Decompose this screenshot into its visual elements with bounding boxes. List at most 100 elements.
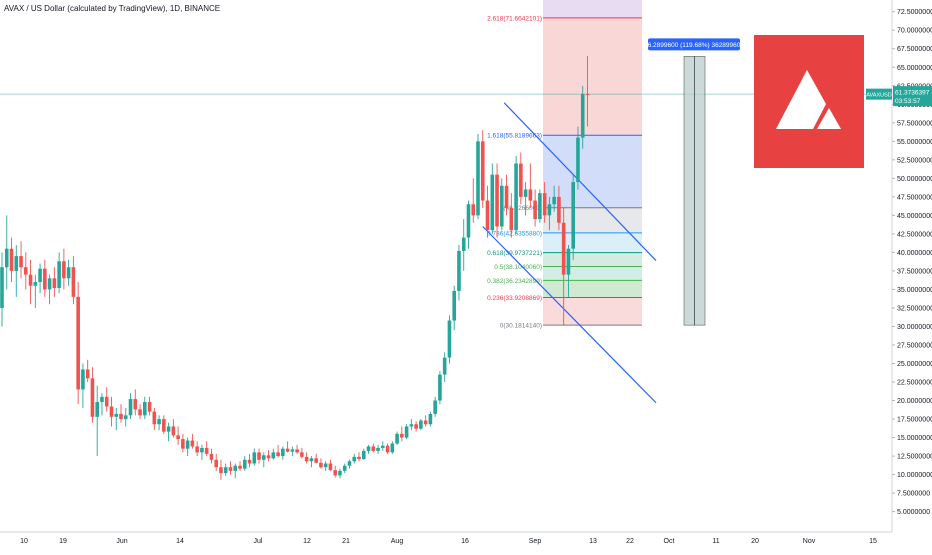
candle-body <box>295 449 299 453</box>
candle-body <box>257 452 261 460</box>
candle-body <box>433 400 437 414</box>
candle-body <box>571 182 575 249</box>
candle-body <box>476 141 480 216</box>
x-tick-label: 21 <box>342 538 350 545</box>
price-tag-countdown: 03:53:57 <box>895 98 921 105</box>
fib-zone <box>543 297 642 326</box>
candle-body <box>561 222 566 275</box>
candle-body <box>28 274 33 286</box>
y-tick-label: 47.5000000 <box>897 194 932 201</box>
candle-body <box>38 268 42 283</box>
candle-body <box>385 445 390 453</box>
price-tag-bg <box>893 86 932 107</box>
x-tick-label: 11 <box>712 538 719 545</box>
candle-body <box>504 185 509 208</box>
y-tick-label: 52.5000000 <box>897 157 932 164</box>
candle-body <box>233 465 238 471</box>
candle-body <box>423 420 428 425</box>
channel-lower-line <box>482 226 657 404</box>
candle-body <box>81 369 85 390</box>
candle-body <box>266 455 271 459</box>
fib-level-label: 0.786(42.6355880) <box>487 230 542 237</box>
candle-body <box>14 256 19 271</box>
candle-body <box>290 449 295 452</box>
x-tick-label: Oct <box>664 538 675 545</box>
y-tick-label: 55.0000000 <box>897 139 932 146</box>
candle-body <box>76 296 80 390</box>
fib-zone <box>543 135 642 208</box>
fib-level-label: 0.618(39.9737221) <box>487 250 542 257</box>
y-tick-label: 30.0000000 <box>897 324 932 331</box>
fib-level-label: 0.382(36.2342899) <box>487 278 542 285</box>
candle-body <box>495 174 499 227</box>
x-tick-label: Sep <box>529 538 542 545</box>
candle-body <box>162 419 166 432</box>
price-range-label-bg <box>648 38 740 51</box>
candle-body <box>366 446 371 451</box>
candle-body <box>352 456 357 462</box>
candle-body <box>33 282 38 286</box>
candle-body <box>466 204 471 238</box>
chart-title: AVAX / US Dollar (calculated by TradingV… <box>4 4 221 13</box>
candle-body <box>52 278 57 288</box>
candle-body <box>471 204 476 216</box>
y-tick-label: 32.5000000 <box>897 305 932 312</box>
x-tick-label: 19 <box>59 538 67 545</box>
candle-body <box>181 439 185 449</box>
candle-body <box>281 448 285 457</box>
fib-zone-top <box>543 0 642 18</box>
y-tick-label: 20.0000000 <box>897 398 932 405</box>
candle-body <box>323 463 328 468</box>
y-tick-label: 37.5000000 <box>897 268 932 275</box>
candle-body <box>0 267 4 308</box>
y-tick-label: 67.5000000 <box>897 46 932 53</box>
x-tick-label: 22 <box>626 538 634 545</box>
candle-body <box>185 440 190 449</box>
candle-body <box>62 261 66 279</box>
candle-body <box>204 447 209 454</box>
x-tick-label: 13 <box>589 538 597 545</box>
candle-body <box>228 467 233 471</box>
candle-body <box>461 237 466 251</box>
candle-body <box>176 435 180 440</box>
y-tick-label: 40.0000000 <box>897 250 932 257</box>
candle-body <box>9 248 14 271</box>
x-tick-label: 12 <box>303 538 311 545</box>
candle-body <box>419 420 423 429</box>
candle-body <box>371 446 376 451</box>
candle-body <box>519 163 523 197</box>
candle-body <box>404 426 409 438</box>
price-tag-value: 61.3736397 <box>895 90 930 97</box>
candle-body <box>195 446 199 453</box>
candle-body <box>209 453 214 460</box>
candle-body <box>152 411 157 425</box>
channel-upper-line <box>503 102 657 261</box>
candle-body <box>138 409 142 416</box>
candle-body <box>585 93 590 95</box>
candle-body <box>442 357 447 375</box>
x-tick-label: 16 <box>461 538 469 545</box>
candle-body <box>480 141 485 201</box>
candle-body <box>85 369 90 379</box>
fib-zone <box>543 252 642 267</box>
y-tick-label: 70.0000000 <box>897 28 932 35</box>
symbol-tag-bg <box>866 88 892 100</box>
candle-body <box>104 396 109 407</box>
candle-body <box>271 452 276 459</box>
avalanche-logo-mark-large <box>776 70 826 129</box>
candle-body <box>143 402 147 416</box>
candle-body <box>509 207 514 231</box>
candle-body <box>219 467 223 474</box>
candle-body <box>485 200 490 231</box>
candle-body <box>547 204 552 216</box>
candle-body <box>190 440 195 447</box>
candle-body <box>223 467 228 474</box>
fib-zone <box>543 17 642 136</box>
candle-body <box>523 189 528 197</box>
candle-body <box>247 459 252 464</box>
x-tick-label: Aug <box>391 538 404 545</box>
y-tick-label: 50.0000000 <box>897 176 932 183</box>
candle-body <box>214 459 218 468</box>
candle-body <box>309 458 314 462</box>
